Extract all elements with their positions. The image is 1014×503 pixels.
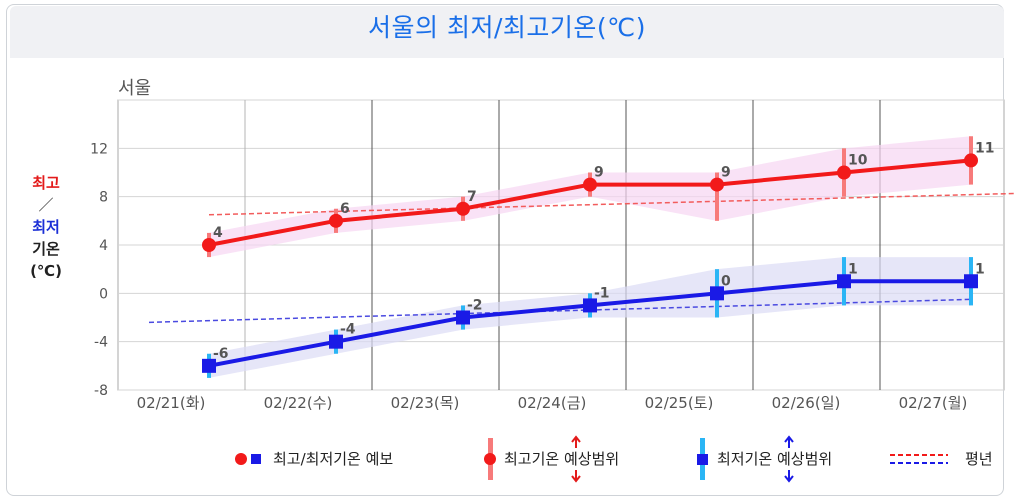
high-temp-marker xyxy=(583,177,597,192)
x-tick-label: 02/23(목) xyxy=(391,394,460,412)
y-label-unit: (℃) xyxy=(30,262,62,280)
x-tick-label: 02/27(월) xyxy=(899,394,968,412)
low-temp-marker xyxy=(837,274,851,289)
low-temp-marker xyxy=(329,334,343,349)
high-temp-data-label: 9 xyxy=(721,165,731,181)
high-temp-data-label: 4 xyxy=(213,225,223,241)
low-temp-marker xyxy=(456,310,470,325)
low-temp-data-label: -4 xyxy=(340,322,356,338)
high-temp-marker xyxy=(202,238,216,252)
legend-low-square-icon xyxy=(251,454,261,464)
high-temp-data-label: 11 xyxy=(975,140,994,156)
high-temp-data-label: 7 xyxy=(467,189,477,205)
low-temp-marker xyxy=(710,286,724,301)
x-tick-label: 02/22(수) xyxy=(264,394,333,412)
legend-low-range-label: 최저기온 예상범위 xyxy=(717,450,833,468)
legend-low-range-square-icon xyxy=(697,454,708,465)
low-temp-data-label: 1 xyxy=(975,261,985,277)
legend-low-range-arrows-icon xyxy=(784,435,794,483)
x-tick-label: 02/21(화) xyxy=(137,394,206,412)
y-tick-label: 4 xyxy=(99,238,108,254)
high-temp-marker xyxy=(329,213,343,228)
legend-high-range-arrows-icon xyxy=(571,435,581,483)
x-tick-label: 02/24(금) xyxy=(518,394,587,412)
low-temp-data-label: -6 xyxy=(213,346,229,362)
normal-low-line xyxy=(148,298,972,324)
low-temp-data-label: 1 xyxy=(848,261,858,277)
legend-high-range-label: 최고기온 예상범위 xyxy=(504,450,620,468)
y-tick-label: -4 xyxy=(94,335,108,351)
city-label: 서울 xyxy=(118,78,152,99)
y-tick-label: 8 xyxy=(99,190,108,206)
low-temp-marker xyxy=(583,298,597,313)
high-temp-marker xyxy=(710,177,724,192)
low-temp-marker xyxy=(964,274,978,289)
y-tick-label: -8 xyxy=(94,383,108,399)
normal-high-line xyxy=(208,192,1014,216)
low-temp-data-label: -1 xyxy=(594,285,610,301)
high-temp-marker xyxy=(456,201,470,216)
high-temp-data-label: 9 xyxy=(594,165,604,181)
y-label-low: 최저 xyxy=(32,218,60,236)
high-range-bar xyxy=(715,172,719,221)
x-tick-label: 02/26(일) xyxy=(772,394,841,412)
y-label-separator: ／ xyxy=(38,196,54,214)
legend-high-range-dot-icon xyxy=(484,453,496,465)
high-temp-marker xyxy=(837,165,851,180)
x-tick-label: 02/25(토) xyxy=(645,394,714,412)
legend-normal-label: 평년 xyxy=(965,450,993,468)
y-label-high: 최고 xyxy=(32,174,60,192)
legend-forecast-label: 최고/최저기온 예보 xyxy=(273,450,394,468)
y-axis-label: 최고 ／ 최저 기온 (℃) xyxy=(22,172,70,282)
y-label-temp: 기온 xyxy=(32,240,60,258)
high-temp-data-label: 6 xyxy=(340,201,350,217)
y-tick-label: 12 xyxy=(90,141,108,157)
low-temp-data-label: 0 xyxy=(721,273,731,289)
high-temp-data-label: 10 xyxy=(848,153,868,169)
chart-title: 서울의 최저/최고기온(℃) xyxy=(368,13,646,42)
y-tick-label: 0 xyxy=(99,286,108,302)
title-bar: 서울의 최저/최고기온(℃) xyxy=(10,6,1004,58)
high-temp-marker xyxy=(964,153,978,168)
low-temp-marker xyxy=(202,358,216,373)
legend-high-dot-icon xyxy=(235,453,247,465)
low-temp-data-label: -2 xyxy=(467,298,483,314)
